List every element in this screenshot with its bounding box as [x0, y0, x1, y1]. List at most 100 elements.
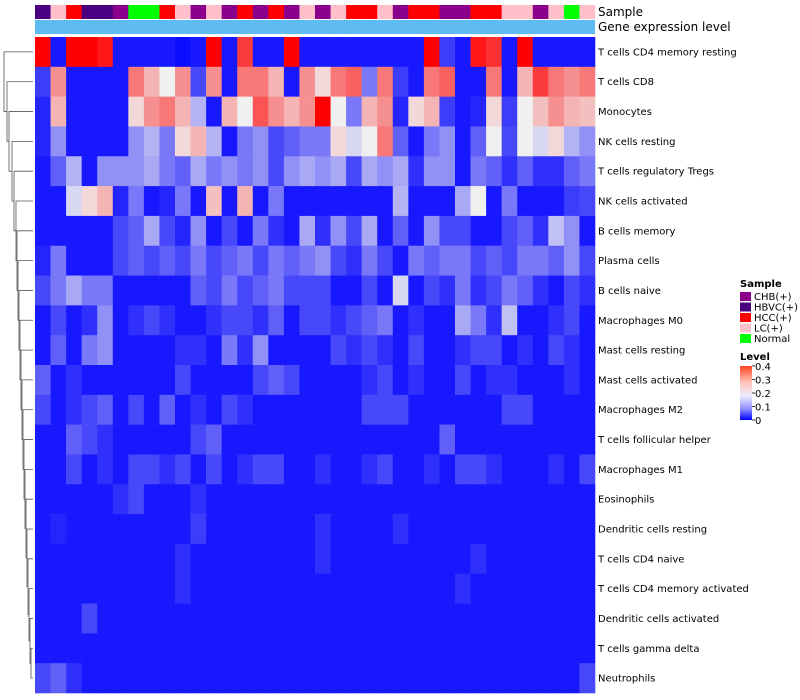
heatmap-cell [579, 514, 596, 545]
heatmap-cell [563, 245, 580, 276]
heatmap-cell [346, 424, 362, 455]
gene-annotation-label: Gene expression level [598, 20, 731, 34]
heatmap-cell [579, 275, 596, 306]
heatmap-cell [206, 394, 222, 425]
heatmap-cell [392, 543, 409, 575]
heatmap-cell [548, 186, 565, 217]
sample-annotation-cell [190, 5, 207, 19]
heatmap-cell [486, 365, 502, 396]
heatmap-cell [175, 603, 191, 634]
heatmap-cell [252, 514, 269, 545]
heatmap-cell [299, 215, 316, 247]
heatmap-cell [206, 603, 222, 634]
heatmap-cell [143, 156, 160, 187]
heatmap-cell [128, 633, 145, 664]
heatmap-cell [548, 454, 565, 485]
heatmap-cell [470, 543, 487, 575]
heatmap-cell [330, 663, 347, 694]
heatmap-cell [112, 424, 129, 455]
heatmap-cell [221, 275, 238, 306]
heatmap-cell [175, 335, 191, 366]
heatmap-cell [346, 215, 362, 247]
heatmap-cell [112, 543, 129, 575]
heatmap-cell [315, 394, 331, 425]
heatmap-cell [563, 275, 580, 306]
heatmap-cell [377, 424, 394, 455]
heatmap-cell [299, 275, 316, 306]
sample-annotation-cell [486, 5, 502, 19]
heatmap-cell [190, 663, 207, 694]
heatmap-cell [299, 394, 316, 425]
row-label: T cells follicular helper [597, 435, 712, 446]
row-label: Mast cells activated [598, 375, 697, 386]
heatmap-cell [299, 37, 316, 68]
heatmap-cell [175, 215, 191, 247]
heatmap-cell [97, 335, 114, 366]
heatmap-cell [346, 633, 362, 664]
heatmap-cell [532, 484, 549, 515]
heatmap-cell [470, 275, 487, 306]
legend-sample-title: Sample [740, 279, 782, 290]
legend-sample-items: CHB(+)HBVC(+)HCC(+)LC(+)Normal [740, 292, 798, 345]
heatmap-cell [548, 96, 565, 127]
heatmap-cell [377, 663, 394, 694]
heatmap-cell [175, 365, 191, 396]
heatmap-cell [283, 633, 300, 664]
heatmap-cell [579, 245, 596, 276]
heatmap-cell [66, 215, 82, 247]
heatmap-cell [35, 305, 51, 336]
heatmap-cell [299, 454, 316, 485]
heatmap-cell [579, 186, 596, 217]
heatmap-cell [532, 573, 549, 604]
heatmap-cell [128, 186, 145, 217]
heatmap-cell [392, 66, 409, 97]
heatmap-cell [423, 156, 440, 187]
heatmap-cell [190, 126, 207, 157]
heatmap-cell [128, 394, 145, 425]
heatmap-cell [455, 633, 471, 664]
heatmap-cell [517, 484, 534, 515]
heatmap-cell [97, 96, 114, 127]
heatmap-cell [175, 96, 191, 127]
heatmap-cell [35, 156, 51, 187]
heatmap-cell [268, 365, 285, 396]
heatmap-cell [439, 37, 456, 68]
gene-expression-bar [35, 20, 595, 34]
heatmap-cell [455, 365, 471, 396]
heatmap-cell [50, 394, 67, 425]
heatmap-cell [423, 275, 440, 306]
heatmap-cell [143, 66, 160, 97]
heatmap-cell [423, 543, 440, 575]
heatmap-cell [532, 37, 549, 68]
heatmap-cell [221, 484, 238, 515]
heatmap-cell [517, 365, 534, 396]
heatmap-cell [159, 424, 176, 455]
heatmap-cell [486, 305, 502, 336]
heatmap-cell [392, 573, 409, 604]
heatmap-cell [501, 424, 518, 455]
heatmap-cell [190, 633, 207, 664]
heatmap-cell [346, 603, 362, 634]
heatmap-cell [423, 603, 440, 634]
heatmap-cell [470, 37, 487, 68]
heatmap-cell [159, 335, 176, 366]
heatmap-cell [128, 37, 145, 68]
heatmap-cell [532, 156, 549, 187]
heatmap-cell [579, 365, 596, 396]
heatmap-cell [35, 633, 51, 664]
legend-sample-swatch [740, 313, 751, 322]
heatmap-cell [532, 66, 549, 97]
heatmap-cell [299, 156, 316, 187]
heatmap-cell [377, 335, 394, 366]
heatmap-cell [81, 633, 98, 664]
heatmap-cell [97, 573, 114, 604]
heatmap-cell [517, 156, 534, 187]
heatmap-cell [532, 305, 549, 336]
heatmap-cell [221, 633, 238, 664]
heatmap-cell [377, 573, 394, 604]
heatmap-cell [501, 394, 518, 425]
heatmap-cell [439, 66, 456, 97]
heatmap-cell [112, 126, 129, 157]
sample-annotation-cell [439, 5, 456, 19]
